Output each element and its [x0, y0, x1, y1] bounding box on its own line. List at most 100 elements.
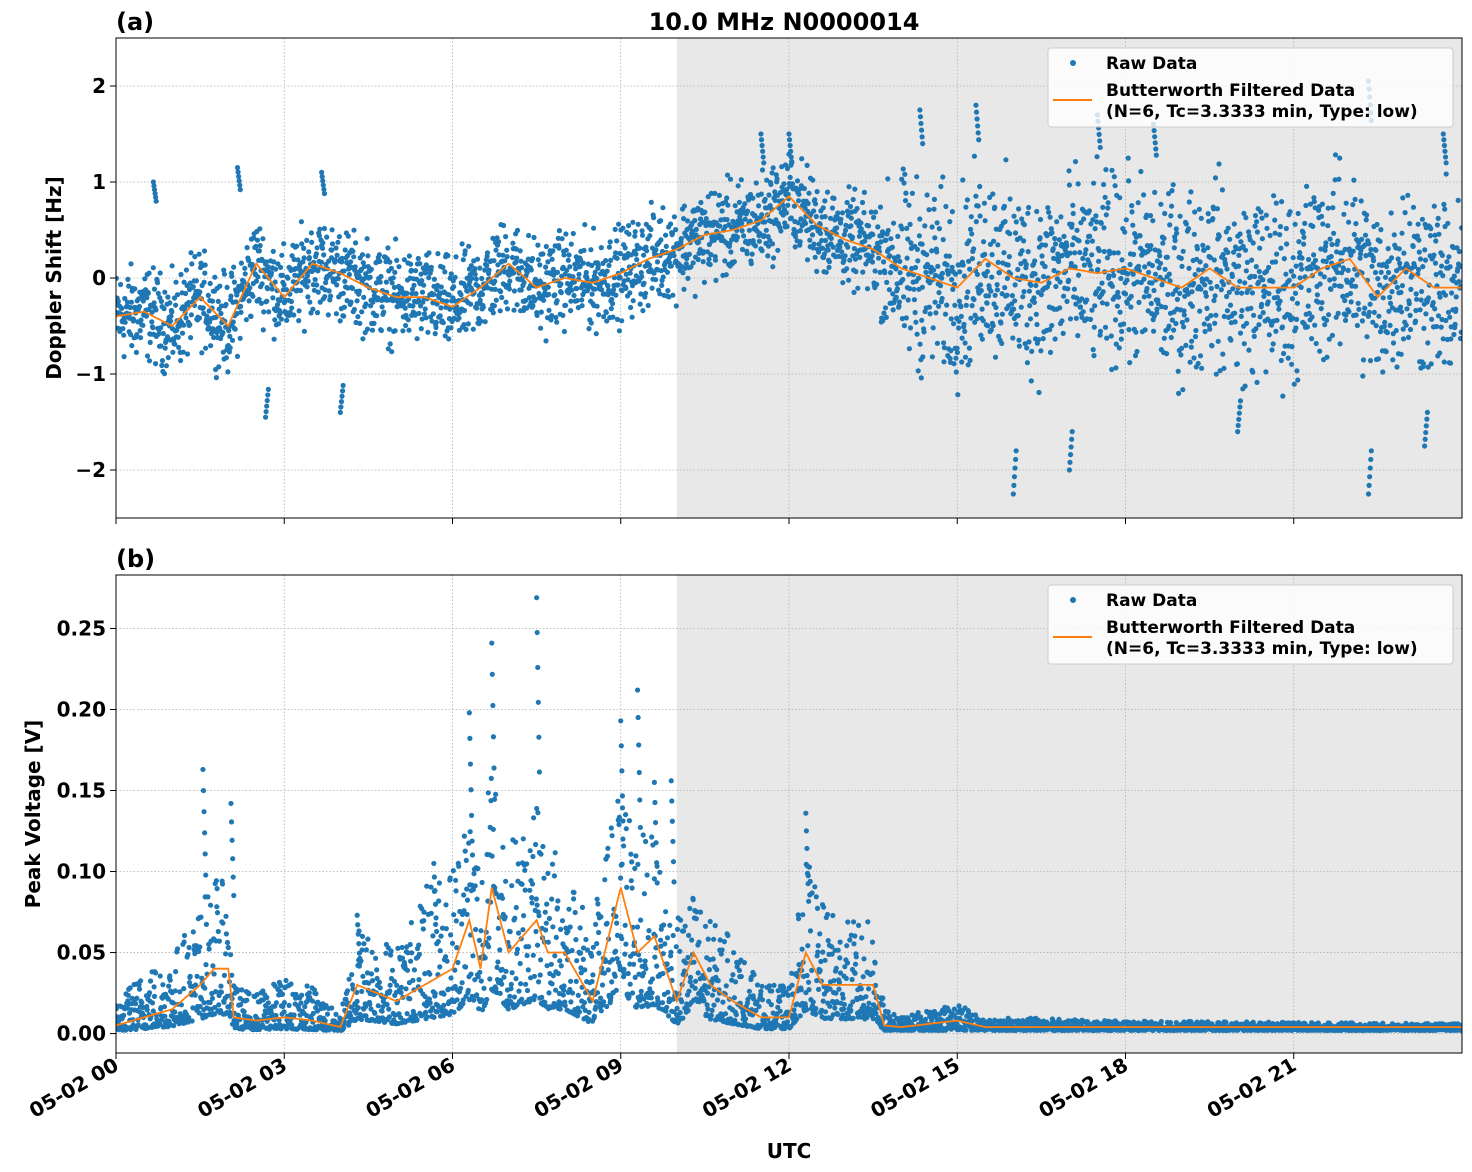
raw-data-point	[924, 192, 930, 198]
raw-data-point	[804, 162, 810, 168]
raw-data-point	[144, 1007, 150, 1013]
raw-data-point	[294, 243, 300, 249]
raw-data-point	[416, 942, 422, 948]
raw-data-point	[434, 287, 440, 293]
raw-data-point	[1036, 337, 1042, 343]
raw-data-point	[586, 326, 592, 332]
raw-data-point	[955, 392, 961, 398]
raw-data-point	[1024, 345, 1030, 351]
raw-data-point	[333, 245, 339, 251]
raw-data-point	[435, 938, 441, 945]
raw-data-point	[1201, 247, 1207, 253]
raw-data-point	[365, 253, 371, 259]
raw-data-point	[542, 999, 548, 1005]
raw-data-point	[1080, 309, 1086, 315]
raw-data-point	[518, 258, 524, 264]
raw-data-point	[1025, 249, 1031, 255]
raw-data-point	[514, 255, 520, 261]
raw-data-point	[1342, 297, 1348, 304]
raw-data-point	[1453, 294, 1459, 300]
raw-data-point	[1204, 276, 1210, 282]
raw-data-point	[982, 273, 989, 279]
raw-data-point	[201, 279, 207, 285]
raw-data-point	[963, 204, 969, 210]
raw-data-point	[824, 189, 831, 195]
raw-data-point	[324, 1011, 331, 1017]
raw-data-point	[577, 925, 583, 931]
raw-data-point	[939, 295, 945, 302]
raw-data-point	[426, 275, 432, 281]
raw-data-point	[298, 287, 304, 294]
raw-data-point	[512, 915, 518, 921]
raw-data-point	[1067, 250, 1073, 256]
raw-data-point	[1294, 300, 1300, 306]
raw-data-point	[1212, 320, 1218, 326]
raw-data-point	[468, 263, 474, 269]
raw-data-point	[1017, 235, 1023, 241]
raw-data-point	[713, 277, 719, 283]
raw-data-point	[198, 996, 204, 1002]
raw-data-point	[615, 798, 621, 804]
raw-data-point	[960, 177, 966, 183]
raw-data-point	[858, 226, 864, 232]
raw-data-point	[1117, 309, 1123, 315]
raw-data-point	[706, 241, 713, 248]
raw-data-point	[1011, 213, 1017, 219]
raw-data-point	[1274, 294, 1280, 300]
raw-data-point	[428, 910, 434, 916]
raw-data-point	[404, 1011, 410, 1017]
raw-data-point	[1236, 263, 1242, 269]
raw-data-point	[138, 978, 144, 984]
raw-data-point	[1227, 302, 1234, 308]
raw-data-point	[550, 248, 556, 254]
raw-data-point	[1181, 308, 1187, 314]
raw-data-point	[484, 250, 491, 256]
raw-data-point	[601, 970, 608, 976]
raw-data-point	[461, 833, 467, 839]
raw-data-point	[582, 222, 588, 228]
raw-data-point	[546, 307, 552, 313]
raw-data-point	[1010, 335, 1016, 341]
raw-data-point	[1429, 316, 1435, 322]
raw-data-point	[1032, 271, 1038, 277]
raw-data-point	[829, 205, 836, 211]
raw-data-point	[493, 247, 499, 253]
raw-data-point	[969, 303, 975, 309]
raw-data-point	[441, 1002, 447, 1009]
raw-data-point	[471, 997, 477, 1003]
raw-data-point	[1422, 443, 1428, 449]
raw-data-point	[1084, 239, 1090, 245]
raw-data-point	[723, 272, 729, 278]
raw-data-point	[878, 239, 884, 245]
raw-data-point	[648, 199, 654, 205]
raw-data-point	[526, 232, 532, 239]
raw-data-point	[1144, 285, 1150, 292]
raw-data-point	[181, 932, 188, 939]
raw-data-point	[534, 942, 541, 948]
raw-data-point	[786, 131, 792, 137]
raw-data-point	[361, 941, 367, 947]
raw-data-point	[1323, 258, 1329, 265]
raw-data-point	[543, 243, 549, 250]
raw-data-point	[774, 176, 780, 182]
raw-data-point	[157, 1021, 163, 1027]
raw-data-point	[1052, 236, 1058, 242]
raw-data-point	[905, 297, 911, 303]
raw-data-point	[967, 266, 973, 272]
raw-data-point	[852, 256, 859, 262]
raw-data-point	[523, 981, 529, 987]
raw-data-point	[1088, 221, 1094, 227]
raw-data-point	[499, 966, 505, 972]
raw-data-point	[1342, 246, 1348, 252]
raw-data-point	[1138, 168, 1144, 175]
raw-data-point	[1104, 301, 1110, 307]
raw-data-point	[421, 311, 427, 317]
raw-data-point	[991, 238, 997, 244]
raw-data-point	[1384, 264, 1390, 270]
raw-data-point	[163, 363, 169, 369]
raw-data-point	[933, 310, 939, 316]
raw-data-point	[1027, 303, 1033, 309]
raw-data-point	[1329, 241, 1335, 248]
raw-data-point	[1221, 313, 1227, 320]
raw-data-point	[1218, 269, 1224, 275]
